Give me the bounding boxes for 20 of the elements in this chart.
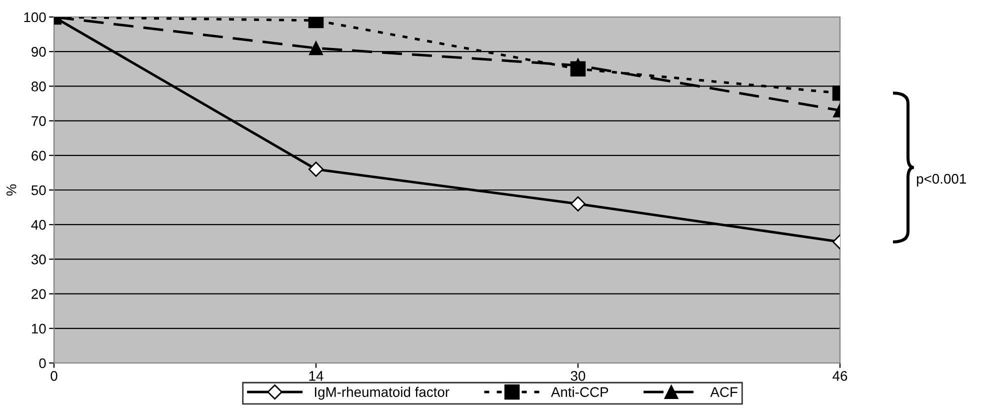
x-tick-label: 14 — [309, 371, 324, 381]
y-tick-label: 90 — [32, 46, 46, 57]
y-tick-label: 30 — [31, 254, 46, 264]
y-tick-label: 100 — [24, 12, 46, 22]
text: p<0.001 — [916, 174, 966, 186]
legend-label: Anti-CCP — [550, 386, 608, 397]
y-tick-label: 50 — [31, 185, 46, 196]
y-tick-label: 80 — [32, 82, 46, 92]
y-axis-title: % — [6, 184, 16, 196]
x-tick-label: 30 — [570, 371, 586, 381]
y-tick-label: 60 — [32, 150, 46, 161]
y-tick-label: 10 — [32, 324, 46, 334]
y-tick-label: 0 — [39, 358, 46, 368]
x-tick-label: 46 — [832, 371, 848, 381]
x-tick-label: 0 — [50, 371, 58, 381]
legend-label: IgM-rheumatoid factor — [314, 386, 450, 400]
y-tick-label: 70 — [32, 116, 46, 126]
y-tick-label: 20 — [32, 289, 46, 299]
y-tick-label: 40 — [31, 220, 46, 230]
legend-label: ACF — [710, 387, 738, 397]
